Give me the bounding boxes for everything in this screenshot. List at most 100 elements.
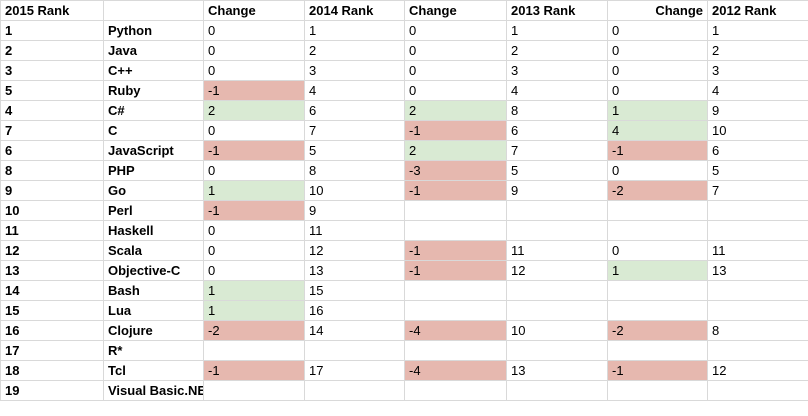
cell-2015-rank[interactable]: 11: [0, 220, 104, 241]
header-2015-rank[interactable]: 2015 Rank: [0, 0, 104, 21]
cell-change-2012[interactable]: [607, 340, 708, 361]
header-change-2012[interactable]: Change: [607, 0, 708, 21]
cell-language[interactable]: C#: [103, 100, 204, 121]
cell-language[interactable]: Haskell: [103, 220, 204, 241]
cell-change-2012[interactable]: [607, 200, 708, 221]
cell-2014-rank[interactable]: 2: [304, 40, 405, 61]
cell-2012-rank[interactable]: 4: [707, 80, 808, 101]
cell-change-2013[interactable]: 2: [404, 100, 507, 121]
cell-change-2013[interactable]: -1: [404, 180, 507, 201]
cell-change-2013[interactable]: -4: [404, 360, 507, 381]
cell-2013-rank[interactable]: 13: [506, 360, 608, 381]
cell-2014-rank[interactable]: 7: [304, 120, 405, 141]
cell-change-2012[interactable]: 0: [607, 240, 708, 261]
cell-change-2014[interactable]: [203, 380, 305, 401]
cell-change-2014[interactable]: 0: [203, 20, 305, 41]
header-language[interactable]: [103, 0, 204, 21]
cell-language[interactable]: C: [103, 120, 204, 141]
cell-change-2013[interactable]: -4: [404, 320, 507, 341]
cell-2015-rank[interactable]: 15: [0, 300, 104, 321]
cell-2014-rank[interactable]: 11: [304, 220, 405, 241]
cell-2013-rank[interactable]: 3: [506, 60, 608, 81]
header-2013-rank[interactable]: 2013 Rank: [506, 0, 608, 21]
cell-change-2012[interactable]: -2: [607, 180, 708, 201]
cell-2015-rank[interactable]: 3: [0, 60, 104, 81]
cell-language[interactable]: R*: [103, 340, 204, 361]
cell-2012-rank[interactable]: 6: [707, 140, 808, 161]
cell-change-2013[interactable]: [404, 280, 507, 301]
cell-2015-rank[interactable]: 8: [0, 160, 104, 181]
cell-change-2012[interactable]: 4: [607, 120, 708, 141]
cell-change-2012[interactable]: [607, 380, 708, 401]
cell-change-2014[interactable]: 0: [203, 40, 305, 61]
header-change-2013[interactable]: Change: [404, 0, 507, 21]
cell-2015-rank[interactable]: 16: [0, 320, 104, 341]
cell-change-2012[interactable]: [607, 220, 708, 241]
header-change-2014[interactable]: Change: [203, 0, 305, 21]
cell-2014-rank[interactable]: 4: [304, 80, 405, 101]
cell-change-2012[interactable]: [607, 300, 708, 321]
cell-2015-rank[interactable]: 1: [0, 20, 104, 41]
cell-2012-rank[interactable]: 10: [707, 120, 808, 141]
cell-2012-rank[interactable]: 5: [707, 160, 808, 181]
cell-language[interactable]: Visual Basic.NET*: [103, 380, 204, 401]
cell-change-2013[interactable]: -3: [404, 160, 507, 181]
cell-change-2013[interactable]: [404, 200, 507, 221]
cell-2014-rank[interactable]: 13: [304, 260, 405, 281]
cell-2012-rank[interactable]: [707, 280, 808, 301]
cell-2014-rank[interactable]: 15: [304, 280, 405, 301]
cell-language[interactable]: Perl: [103, 200, 204, 221]
cell-language[interactable]: Scala: [103, 240, 204, 261]
cell-2013-rank[interactable]: [506, 300, 608, 321]
cell-2014-rank[interactable]: 12: [304, 240, 405, 261]
cell-2012-rank[interactable]: 2: [707, 40, 808, 61]
cell-2012-rank[interactable]: 13: [707, 260, 808, 281]
cell-2014-rank[interactable]: 8: [304, 160, 405, 181]
cell-2013-rank[interactable]: 12: [506, 260, 608, 281]
cell-2013-rank[interactable]: 10: [506, 320, 608, 341]
cell-2014-rank[interactable]: 16: [304, 300, 405, 321]
cell-2013-rank[interactable]: 9: [506, 180, 608, 201]
cell-language[interactable]: JavaScript: [103, 140, 204, 161]
cell-change-2012[interactable]: 0: [607, 40, 708, 61]
header-2012-rank[interactable]: 2012 Rank: [707, 0, 808, 21]
cell-change-2014[interactable]: 0: [203, 260, 305, 281]
cell-change-2012[interactable]: 0: [607, 20, 708, 41]
cell-2013-rank[interactable]: 2: [506, 40, 608, 61]
cell-2014-rank[interactable]: 10: [304, 180, 405, 201]
cell-change-2013[interactable]: [404, 220, 507, 241]
cell-2012-rank[interactable]: 12: [707, 360, 808, 381]
cell-change-2012[interactable]: 0: [607, 80, 708, 101]
cell-2015-rank[interactable]: 2: [0, 40, 104, 61]
cell-language[interactable]: Tcl: [103, 360, 204, 381]
cell-change-2014[interactable]: 0: [203, 160, 305, 181]
cell-change-2012[interactable]: -2: [607, 320, 708, 341]
cell-language[interactable]: Java: [103, 40, 204, 61]
cell-2015-rank[interactable]: 14: [0, 280, 104, 301]
cell-2013-rank[interactable]: 7: [506, 140, 608, 161]
cell-2014-rank[interactable]: 6: [304, 100, 405, 121]
cell-change-2013[interactable]: [404, 340, 507, 361]
cell-2014-rank[interactable]: 1: [304, 20, 405, 41]
cell-change-2012[interactable]: -1: [607, 140, 708, 161]
cell-change-2014[interactable]: 0: [203, 60, 305, 81]
cell-language[interactable]: Go: [103, 180, 204, 201]
cell-2012-rank[interactable]: [707, 220, 808, 241]
cell-language[interactable]: Lua: [103, 300, 204, 321]
cell-language[interactable]: Objective-C: [103, 260, 204, 281]
cell-change-2012[interactable]: 0: [607, 60, 708, 81]
cell-change-2014[interactable]: 1: [203, 300, 305, 321]
cell-change-2014[interactable]: 1: [203, 280, 305, 301]
cell-2012-rank[interactable]: 9: [707, 100, 808, 121]
cell-change-2012[interactable]: -1: [607, 360, 708, 381]
cell-change-2014[interactable]: -2: [203, 320, 305, 341]
cell-2015-rank[interactable]: 13: [0, 260, 104, 281]
cell-2012-rank[interactable]: [707, 300, 808, 321]
cell-change-2013[interactable]: 2: [404, 140, 507, 161]
cell-2012-rank[interactable]: 7: [707, 180, 808, 201]
cell-language[interactable]: Ruby: [103, 80, 204, 101]
cell-change-2014[interactable]: -1: [203, 200, 305, 221]
cell-2015-rank[interactable]: 4: [0, 100, 104, 121]
cell-change-2013[interactable]: 0: [404, 60, 507, 81]
cell-2012-rank[interactable]: [707, 380, 808, 401]
